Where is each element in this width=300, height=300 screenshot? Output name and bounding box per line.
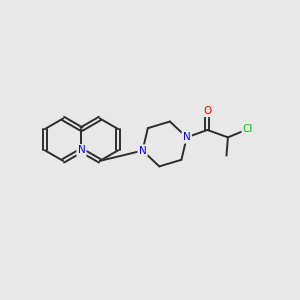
Text: N: N [183, 132, 190, 142]
Text: Cl: Cl [243, 124, 253, 134]
Text: N: N [139, 146, 146, 156]
Text: O: O [203, 106, 212, 116]
Text: N: N [78, 145, 86, 155]
